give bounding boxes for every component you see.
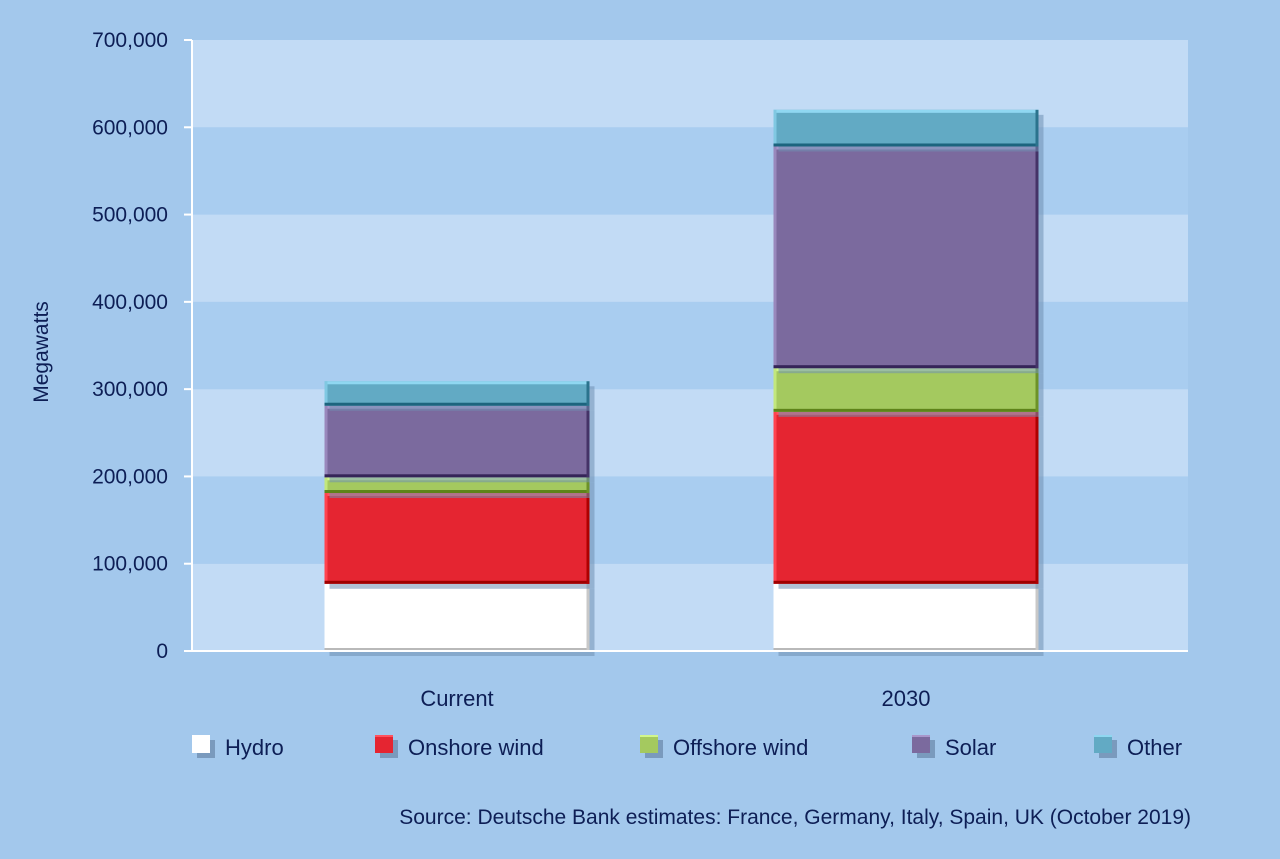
x-category-label: Current [420, 686, 493, 711]
bar-bevel-bottom [324, 474, 590, 478]
legend-swatch-bevel [1094, 735, 1112, 737]
bar-bevel-right [1035, 411, 1039, 584]
y-tick-label: 700,000 [92, 29, 168, 52]
bar-bevel-bottom [773, 408, 1039, 412]
bar-bevel-right [1035, 109, 1039, 147]
y-tick-label: 300,000 [92, 378, 168, 401]
bar [324, 405, 590, 478]
bar [324, 493, 590, 584]
bar-bevel-right [586, 405, 590, 478]
bar-bevel-bottom [324, 580, 590, 584]
bar-bevel-right [1035, 146, 1039, 369]
legend-swatch-bevel [640, 735, 658, 737]
bar-bevel-bottom [773, 580, 1039, 584]
bar-segment [773, 411, 1044, 589]
legend-item: Offshore wind [640, 735, 808, 760]
bar-bevel-right [586, 493, 590, 584]
legend-item: Solar [912, 735, 996, 760]
bar-bevel-left [773, 109, 777, 147]
bar-bevel-right [586, 381, 590, 406]
legend-swatch [640, 735, 658, 753]
bar-segment [324, 381, 595, 411]
bar-bevel-left [324, 477, 328, 494]
bar-bevel-top [324, 381, 590, 385]
bars-group [324, 109, 1044, 656]
bar-bevel-bottom [773, 648, 1039, 651]
bar-segment [324, 493, 595, 589]
bar-segment [773, 368, 1044, 417]
legend-swatch [375, 735, 393, 753]
y-tick-label: 200,000 [92, 465, 168, 488]
bar [773, 109, 1039, 147]
bar [773, 411, 1039, 584]
x-category-label: 2030 [882, 686, 931, 711]
y-tick-label: 400,000 [92, 291, 168, 314]
bar-bevel-bottom [324, 490, 590, 494]
bar-bevel-bottom [324, 402, 590, 406]
bar-segment [773, 109, 1044, 152]
bar-bevel-bottom [324, 648, 590, 651]
legend-swatch [912, 735, 930, 753]
legend: Hydro Onshore wind Offshore wind Solar Other [192, 735, 1182, 760]
legend-item: Other [1094, 735, 1182, 760]
bar-bevel-left [324, 583, 328, 651]
y-tick-label: 0 [156, 640, 168, 663]
bar [324, 381, 590, 406]
y-axis-ticks: 0 100,000 200,000 300,000 400,000 500,000 600,… [92, 29, 192, 663]
legend-label: Hydro [225, 735, 284, 760]
bar-segment [773, 146, 1044, 374]
bar-bevel-right [1035, 368, 1039, 412]
bar-bevel-left [324, 381, 328, 406]
bar [773, 368, 1039, 412]
legend-label: Offshore wind [673, 735, 808, 760]
y-axis-title: Megawatts [30, 301, 53, 403]
bar-bevel-right [586, 583, 590, 651]
bar-segment [773, 583, 1044, 656]
legend-label: Onshore wind [408, 735, 544, 760]
legend-swatch-bevel [192, 735, 210, 737]
legend-item: Onshore wind [375, 735, 544, 760]
bar-bevel-left [324, 405, 328, 478]
bar-segment [324, 583, 595, 656]
legend-label: Other [1127, 735, 1182, 760]
x-axis-categories: Current 2030 [420, 686, 930, 711]
y-tick-label: 600,000 [92, 116, 168, 139]
bar-bevel-left [773, 583, 777, 651]
y-tick-label: 500,000 [92, 204, 168, 227]
legend-swatch-bevel [375, 735, 393, 737]
source-note: Source: Deutsche Bank estimates: France,… [399, 806, 1191, 829]
bar-bevel-left [773, 368, 777, 412]
bar-bevel-left [773, 411, 777, 584]
bar [324, 583, 590, 651]
bar-bevel-bottom [773, 143, 1039, 147]
bar [773, 146, 1039, 369]
bar-bevel-left [773, 146, 777, 369]
legend-swatch [1094, 735, 1112, 753]
y-tick-label: 100,000 [92, 553, 168, 576]
legend-label: Solar [945, 735, 996, 760]
bar-bevel-top [773, 109, 1039, 113]
legend-item: Hydro [192, 735, 284, 760]
bar [773, 583, 1039, 651]
bar-bevel-right [1035, 583, 1039, 651]
grid-band [192, 40, 1188, 128]
bar-bevel-left [324, 493, 328, 584]
axes [191, 40, 1188, 652]
bar-segment [324, 405, 595, 483]
bar-bevel-bottom [773, 365, 1039, 369]
legend-swatch [192, 735, 210, 753]
bar-bevel-right [586, 477, 590, 494]
legend-swatch-bevel [912, 735, 930, 737]
